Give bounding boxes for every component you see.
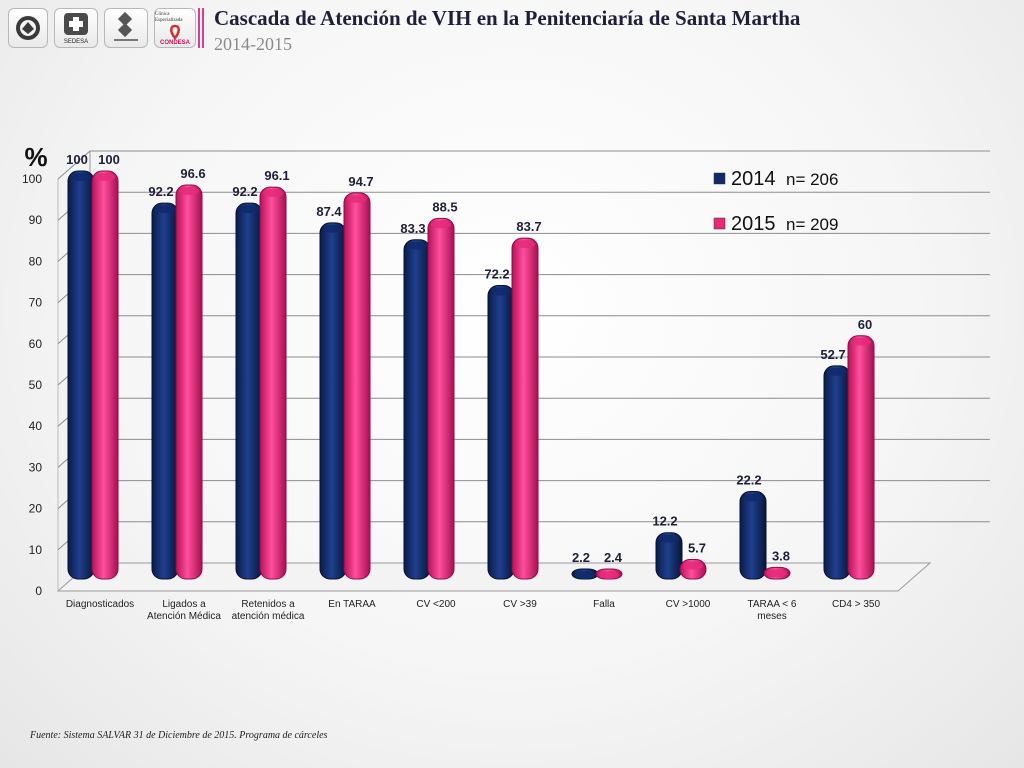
bar-2015-8 [763,566,791,580]
legend-item-2014: 2014 n= 206 [713,168,838,190]
condesa-logo-icon [170,24,180,40]
gridline [57,150,990,180]
y-tick-label: 0 [35,584,42,598]
y-tick-label: 40 [29,419,43,433]
bar-2015-6 [595,568,623,580]
y-axis-title: % [24,142,47,172]
title-accent-bar [198,8,204,48]
bar-2014-0 [67,170,95,580]
y-tick-label: 50 [29,378,43,392]
sedesa-caption: SEDESA [64,39,88,45]
data-label-2015-5: 83.7 [516,219,541,234]
bar-2014-5 [487,285,515,580]
legend-year-2014: 2014 [731,168,776,190]
x-tick-label: Ligados a Atención Médica [147,599,221,622]
bar-2015-4 [427,217,455,580]
y-tick-label: 10 [29,543,43,557]
data-label-2015-3: 94.7 [348,174,373,189]
y-tick-label: 60 [29,337,43,351]
x-tick-label: TARAA < 6 meses [747,599,796,622]
x-tick-label: En TARAA [328,599,376,610]
x-tick-label: CV >39 [503,599,537,610]
data-label-2014-7: 12.2 [652,514,677,529]
data-label-2014-9: 52.7 [820,347,845,362]
logo-strip: SEDESA Clínica Especializada CONDESA [8,8,196,48]
bar-2014-4 [403,239,431,580]
data-label-2014-8: 22.2 [736,473,761,488]
data-label-2014-5: 72.2 [484,267,509,282]
bar-2014-2 [235,202,263,580]
x-tick-label: Diagnosticados [66,599,134,610]
y-tick-label: 100 [22,172,42,186]
x-tick-label: Falla [593,599,615,610]
government-seal-logo [8,8,48,48]
bar-2015-5 [511,237,539,580]
page-subtitle: 2014-2015 [214,34,292,54]
data-label-2015-9: 60 [858,317,872,332]
health-services-logo-icon [114,11,138,41]
source-note: Fuente: Sistema SALVAR 31 de Diciembre d… [30,730,328,741]
x-tick-label: CV >1000 [666,599,711,610]
data-label-2014-2: 92.2 [232,184,257,199]
y-tick-label: 20 [29,502,43,516]
legend-year-2015: 2015 [731,213,776,235]
bar-2015-9 [847,335,875,580]
bar-2014-7 [655,532,683,580]
data-label-2014-3: 87.4 [316,204,342,219]
y-tick-label: 80 [29,254,43,268]
bar-2015-1 [175,184,203,580]
data-label-2015-6: 2.4 [604,550,623,565]
x-tick-label: CV <200 [416,599,456,610]
page-title: Cascada de Atención de VIH en la Peniten… [214,6,801,30]
bar-2014-8 [739,491,767,580]
government-seal-icon [16,16,40,40]
legend-swatch-2014 [713,172,726,185]
data-label-2014-0: 100 [66,152,88,167]
sedesa-logo: SEDESA [54,8,98,48]
legend-swatch-2015 [713,217,726,230]
legend-n-2014: n= 206 [786,170,838,189]
bar-2014-6 [571,568,599,580]
bar-2015-0 [91,170,119,580]
x-tick-label: CD4 > 350 [832,599,881,610]
data-label-2015-7: 5.7 [688,541,706,556]
y-tick-label: 90 [29,213,43,227]
bar-2015-2 [259,186,287,580]
y-tick-label: 70 [29,296,43,310]
bar-2014-3 [319,222,347,580]
data-label-2014-1: 92.2 [148,184,173,199]
x-tick-label: Retenidos a atención médica [232,599,305,622]
data-label-2015-2: 96.1 [264,168,289,183]
condesa-brand: CONDESA [159,40,190,46]
legend-n-2015: n= 209 [786,215,838,234]
y-tick-label: 30 [29,460,43,474]
health-services-logo [104,8,148,48]
sedesa-logo-icon: SEDESA [64,13,88,45]
data-label-2014-6: 2.2 [572,550,590,565]
condesa-caption: Clínica Especializada [155,12,183,23]
bar-2015-3 [343,192,371,580]
legend-item-2015: 2015 n= 209 [713,213,838,235]
bar-2015-7 [679,559,707,580]
data-label-2015-1: 96.6 [180,166,205,181]
condesa-logo: Clínica Especializada CONDESA [154,8,196,48]
data-label-2015-8: 3.8 [772,548,790,563]
data-label-2015-0: 100 [98,152,120,167]
bar-2014-1 [151,202,179,580]
data-label-2015-4: 88.5 [432,199,457,214]
bar-2014-9 [823,365,851,580]
data-label-2014-4: 83.3 [400,221,425,236]
